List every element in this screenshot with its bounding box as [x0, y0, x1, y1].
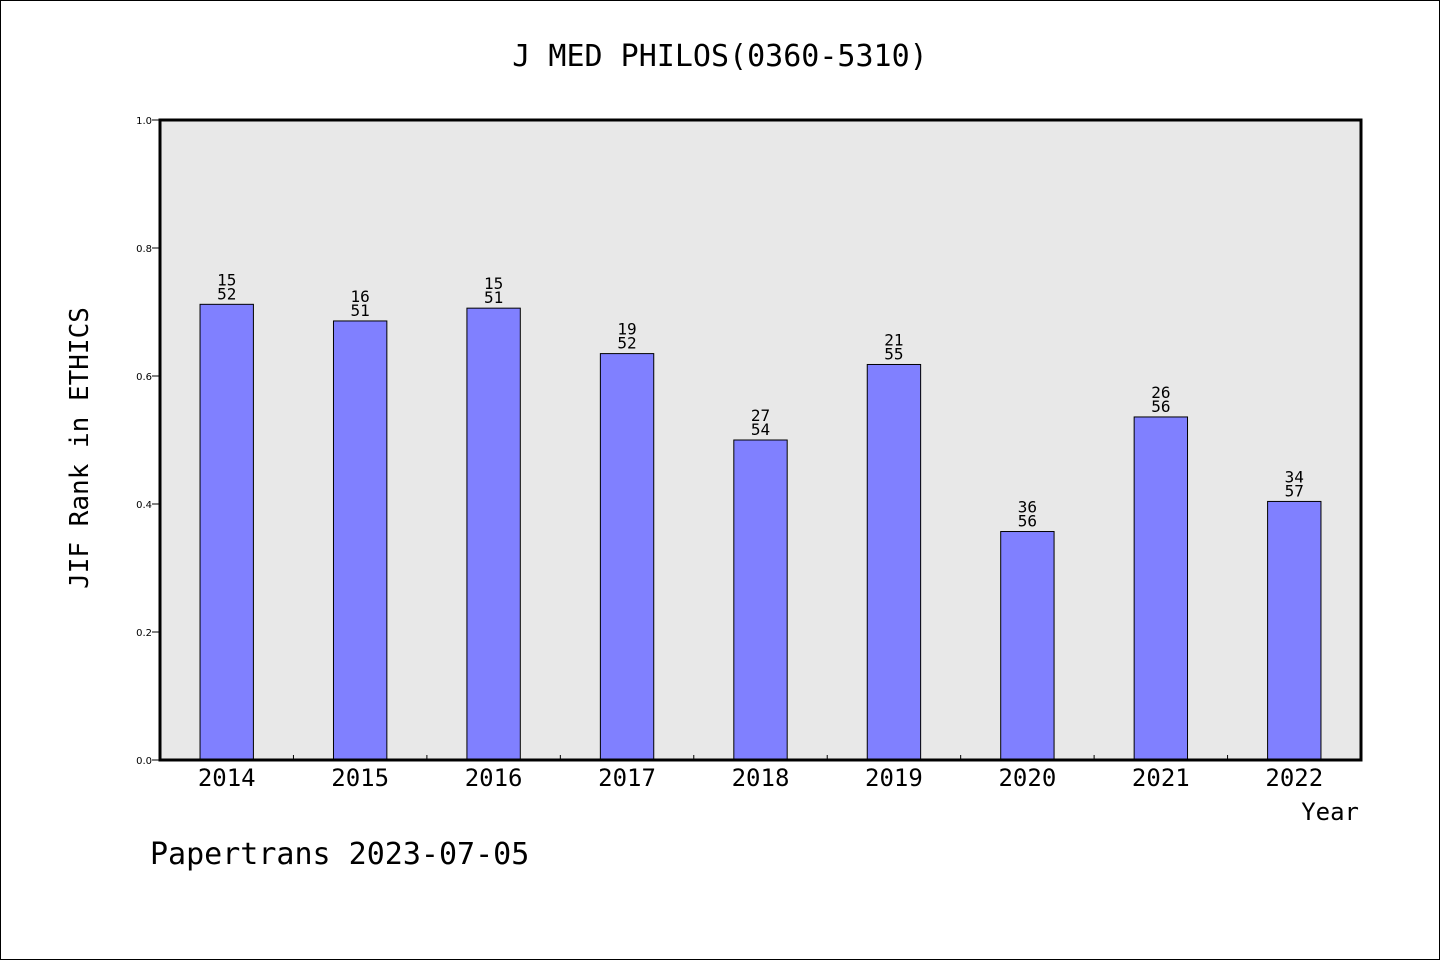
plot-border: [158, 118, 1363, 762]
x-tick-label: 2020: [998, 764, 1056, 792]
x-tick-label: 2022: [1265, 764, 1323, 792]
x-axis-label: Year: [1301, 798, 1359, 826]
y-axis-label: JIF Rank in ETHICS: [65, 307, 95, 589]
y-tick-label: 0.6: [136, 372, 152, 383]
bar-label-rank: 15: [217, 270, 236, 289]
y-axis: 0.0 0.2 0.4 0.6 0.8 1.0: [136, 116, 160, 767]
bar-label-total: 56: [1151, 397, 1170, 416]
x-tick-label: 2016: [465, 764, 523, 792]
x-tick-label: 2014: [198, 764, 256, 792]
x-tick-label: 2015: [331, 764, 389, 792]
bar-label-rank: 16: [351, 287, 370, 306]
y-tick-label: 0.8: [136, 244, 152, 255]
x-tick-label: 2017: [598, 764, 656, 792]
bar: [466, 307, 521, 761]
bar: [1267, 500, 1322, 761]
bar-label-total: 52: [617, 334, 636, 353]
y-tick-label: 0.0: [136, 756, 152, 767]
bar-label-total: 51: [484, 288, 503, 307]
y-tick-label: 0.2: [136, 628, 152, 639]
bar: [1000, 531, 1055, 761]
bar: [199, 303, 254, 761]
bar: [332, 320, 388, 761]
x-tick-label: 2018: [732, 764, 790, 792]
bar-label-rank: 21: [884, 330, 903, 349]
bar-label-total: 57: [1285, 481, 1304, 500]
chart-title: J MED PHILOS(0360-5310): [512, 39, 927, 74]
bar-label-total: 52: [217, 284, 236, 303]
bar-label-total: 54: [751, 420, 770, 439]
footer-text: Papertrans 2023-07-05: [150, 837, 529, 872]
bar-label-rank: 34: [1285, 467, 1304, 486]
bar-label-rank: 15: [484, 274, 503, 293]
bar-label-total: 55: [884, 344, 903, 363]
bar: [599, 353, 655, 761]
bar: [733, 439, 788, 761]
bar-label-total: 51: [351, 301, 370, 320]
x-tick-label: 2021: [1132, 764, 1190, 792]
bar-label-rank: 19: [617, 320, 636, 339]
bar: [866, 363, 922, 761]
x-tick-label: 2019: [865, 764, 923, 792]
bar-label-rank: 26: [1151, 383, 1170, 402]
x-axis: 2014 2015 2016 2017 2018 2019 2020 2021 2022: [198, 755, 1323, 792]
y-tick-label: 1.0: [136, 116, 152, 127]
y-tick-label: 0.4: [136, 500, 152, 511]
bar: [1133, 416, 1189, 761]
bar-label-total: 56: [1018, 512, 1037, 531]
bar-label-rank: 27: [751, 406, 770, 425]
bar-label-rank: 36: [1018, 498, 1037, 517]
